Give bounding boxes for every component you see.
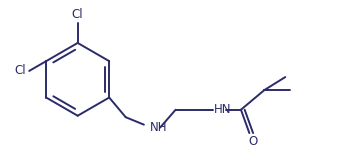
Text: HN: HN [214,103,231,116]
Text: Cl: Cl [15,64,26,77]
Text: Cl: Cl [72,8,84,21]
Text: NH: NH [150,121,167,134]
Text: O: O [248,135,258,148]
